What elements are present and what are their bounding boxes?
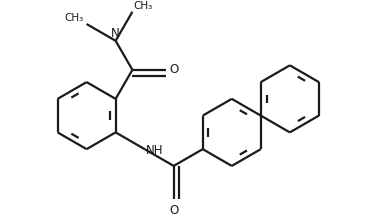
Text: NH: NH [146, 144, 163, 157]
Text: O: O [169, 63, 178, 76]
Text: CH₃: CH₃ [64, 13, 84, 23]
Text: N: N [111, 27, 120, 40]
Text: CH₃: CH₃ [133, 1, 153, 11]
Text: O: O [169, 204, 178, 217]
